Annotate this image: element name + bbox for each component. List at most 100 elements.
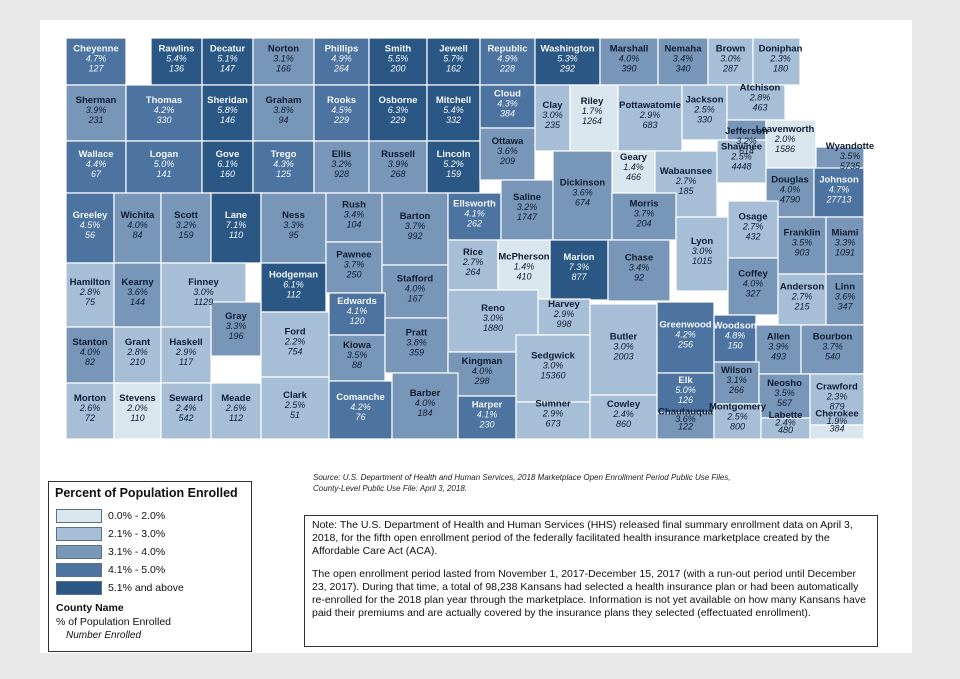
county-name-label: Douglas	[771, 175, 808, 186]
county-percent-label: 5.5%	[388, 54, 409, 64]
county-enrolled-label: 162	[446, 64, 461, 74]
county-neosho	[758, 373, 811, 419]
county-montgomery	[713, 403, 762, 440]
county-enrolled-label: 287	[722, 64, 739, 74]
legend-label: 0.0% - 2.0%	[108, 509, 166, 522]
county-enrolled-label: 209	[499, 156, 515, 166]
county-enrolled-label: 877	[571, 272, 587, 282]
county-name-label: Shawnee	[721, 142, 762, 153]
county-linn	[825, 273, 865, 326]
county-allen	[755, 324, 802, 375]
county-percent-label: 2.8%	[79, 287, 101, 297]
county-percent-label: 3.6%	[497, 146, 518, 156]
county-name-label: Ford	[284, 327, 305, 338]
county-enrolled-label: 180	[773, 64, 788, 74]
county-scott	[160, 192, 212, 264]
legend-item: 4.1% - 5.0%	[56, 561, 166, 577]
county-percent-label: 2.9%	[542, 409, 564, 419]
county-johnson	[813, 167, 865, 218]
county-name-label: Butler	[610, 332, 638, 343]
county-percent-label: 4.8%	[725, 331, 746, 341]
county-seward	[160, 382, 212, 440]
county-name-label: Decatur	[210, 44, 246, 55]
county-name-label: Miami	[832, 228, 859, 239]
legend-swatch	[56, 544, 102, 559]
county-name-label: Barton	[400, 211, 431, 222]
county-name-label: Rawlins	[159, 44, 195, 55]
county-enrolled-label: 330	[156, 115, 171, 125]
county-cowley	[589, 394, 658, 440]
county-enrolled-label: 493	[771, 352, 786, 362]
county-enrolled-label: 215	[793, 302, 810, 312]
county-sherman	[65, 84, 127, 142]
county-percent-label: 4.0%	[743, 279, 764, 289]
county-name-label: Osborne	[378, 95, 417, 106]
county-harper	[457, 395, 517, 440]
county-percent-label: 2.9%	[639, 110, 661, 120]
county-percent-label: 3.0%	[543, 361, 564, 371]
county-percent-label: 3.7%	[822, 342, 843, 352]
county-enrolled-label: 150	[727, 341, 742, 351]
county-enrolled-label: 84	[132, 230, 142, 240]
legend-label: 4.1% - 5.0%	[108, 563, 166, 576]
county-name-label: Scott	[174, 210, 199, 221]
county-enrolled-label: 614	[739, 146, 754, 156]
county-percent-label: 1.7%	[582, 106, 603, 116]
county-percent-label: 3.8%	[406, 338, 427, 348]
county-haskell	[160, 326, 212, 384]
county-percent-label: 2.9%	[553, 309, 575, 319]
county-percent-label: 5.4%	[166, 54, 187, 64]
county-greenwood	[656, 301, 715, 374]
county-percent-label: 4.1%	[464, 209, 485, 219]
county-percent-label: 1.4%	[623, 162, 644, 172]
county-name-label: Lyon	[691, 236, 714, 247]
county-enrolled-label: 185	[678, 186, 694, 196]
county-enrolled-label: 1091	[835, 248, 855, 258]
county-enrolled-label: 2003	[612, 352, 633, 362]
county-name-label: Anderson	[780, 282, 825, 293]
county-name-label: Wabaunsee	[660, 166, 712, 177]
county-percent-label: 2.3%	[769, 54, 791, 64]
county-name-label: Rice	[463, 247, 483, 258]
county-percent-label: 2.7%	[791, 292, 813, 302]
county-percent-label: 4.0%	[619, 54, 640, 64]
county-enrolled-label: 359	[409, 348, 424, 358]
county-sheridan	[201, 84, 254, 142]
county-enrolled-label: 266	[728, 385, 744, 395]
key-number: Number Enrolled	[66, 630, 142, 641]
county-osborne	[368, 84, 428, 142]
county-name-label: Neosho	[767, 378, 802, 389]
county-lyon	[675, 216, 729, 292]
note-box: Note: The U.S. Department of Health and …	[304, 515, 878, 647]
county-enrolled-label: 998	[556, 319, 571, 329]
county-name-label: Wallace	[78, 149, 113, 160]
county-percent-label: 4.2%	[350, 402, 371, 412]
county-sedgwick	[515, 334, 591, 403]
county-sumner	[515, 401, 591, 440]
legend-label: 2.1% - 3.0%	[108, 527, 166, 540]
county-enrolled-label: 126	[678, 395, 693, 405]
county-enrolled-label: 120	[349, 316, 364, 326]
county-cheyenne	[65, 37, 127, 86]
county-name-label: Cowley	[607, 399, 641, 410]
county-percent-label: 3.0%	[483, 313, 504, 323]
county-edwards	[328, 292, 386, 336]
county-enrolled-label: 1015	[692, 256, 713, 266]
county-enrolled-label: 340	[675, 64, 690, 74]
county-enrolled-label: 160	[220, 169, 235, 179]
county-enrolled-label: 228	[499, 64, 515, 74]
county-anderson	[777, 273, 827, 326]
county-chautauqua	[656, 412, 715, 440]
county-name-label: Harper	[472, 400, 503, 411]
county-franklin	[777, 216, 827, 275]
county-name-label: Sherman	[76, 95, 117, 106]
county-enrolled-label: 327	[745, 289, 761, 299]
note-paragraph-2: The open enrollment period lasted from N…	[312, 568, 866, 619]
county-name-label: Norton	[268, 44, 299, 55]
county-percent-label: 4.0%	[405, 284, 426, 294]
county-name-label: Ness	[282, 210, 305, 221]
county-graham	[252, 84, 315, 142]
county-name-label: Morris	[629, 199, 658, 210]
county-kiowa	[328, 334, 386, 382]
county-percent-label: 5.7%	[443, 54, 464, 64]
